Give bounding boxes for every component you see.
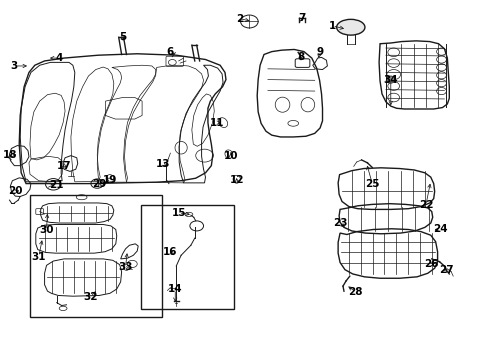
Bar — [30, 195, 161, 317]
Text: 19: 19 — [103, 175, 117, 185]
Text: 26: 26 — [424, 259, 438, 269]
Text: 22: 22 — [418, 200, 432, 210]
Text: 28: 28 — [348, 287, 362, 297]
Text: 1: 1 — [328, 21, 335, 31]
Text: 30: 30 — [39, 225, 54, 235]
Text: 3: 3 — [10, 61, 18, 71]
Text: 7: 7 — [297, 13, 305, 23]
Text: 25: 25 — [364, 179, 379, 189]
Bar — [141, 205, 233, 309]
Text: 18: 18 — [3, 150, 18, 160]
Text: 17: 17 — [57, 161, 71, 171]
Text: 11: 11 — [209, 118, 224, 128]
Text: 31: 31 — [31, 252, 46, 262]
Text: 14: 14 — [167, 284, 182, 294]
Text: 27: 27 — [438, 265, 453, 275]
Text: 33: 33 — [118, 262, 133, 272]
Text: 23: 23 — [332, 218, 346, 228]
Text: 5: 5 — [119, 32, 126, 41]
Text: 2: 2 — [236, 14, 243, 24]
Text: 13: 13 — [155, 158, 169, 168]
Ellipse shape — [336, 19, 364, 35]
Text: 10: 10 — [223, 150, 238, 161]
Text: 9: 9 — [316, 46, 323, 57]
Text: 24: 24 — [432, 225, 447, 234]
Text: 6: 6 — [166, 47, 174, 57]
Text: 12: 12 — [229, 175, 244, 185]
Text: 8: 8 — [297, 52, 304, 62]
Text: 32: 32 — [83, 292, 98, 302]
Text: 21: 21 — [49, 180, 63, 190]
Text: 15: 15 — [171, 208, 185, 218]
Text: 34: 34 — [383, 75, 397, 85]
Text: 20: 20 — [8, 186, 22, 197]
Text: 16: 16 — [163, 247, 177, 257]
Ellipse shape — [386, 76, 394, 83]
Text: 29: 29 — [92, 179, 106, 189]
Text: 4: 4 — [56, 53, 63, 63]
